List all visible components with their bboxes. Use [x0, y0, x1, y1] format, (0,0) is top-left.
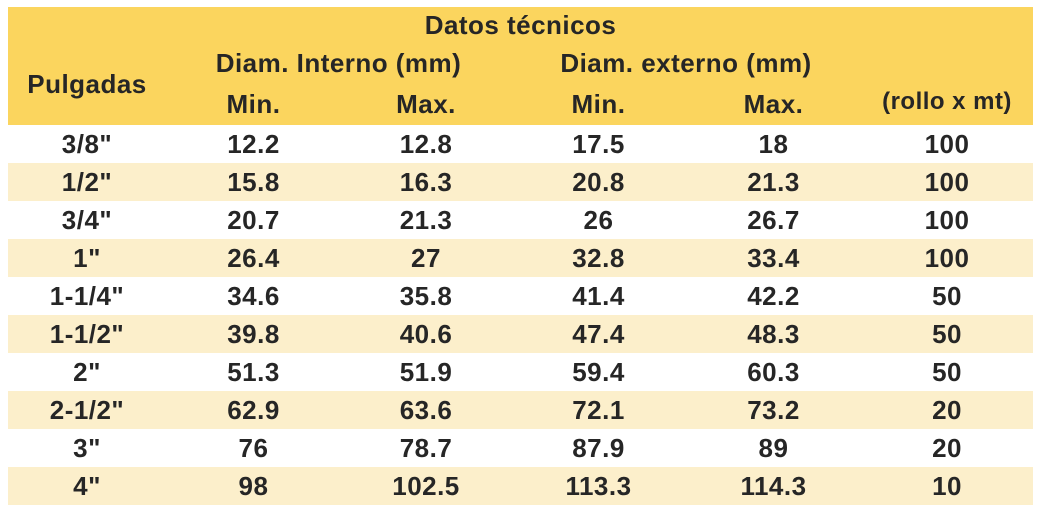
cell-externo-min: 87.9	[511, 429, 686, 467]
cell-interno-max: 27	[341, 239, 511, 277]
cell-rollo: 50	[861, 277, 1034, 315]
cell-rollo: 100	[861, 239, 1034, 277]
cell-pulgadas: 1"	[8, 239, 166, 277]
cell-pulgadas: 1/2"	[8, 163, 166, 201]
cell-interno-max: 12.8	[341, 125, 511, 163]
cell-interno-max: 51.9	[341, 353, 511, 391]
cell-externo-min: 26	[511, 201, 686, 239]
table-row: 1-1/2" 39.8 40.6 47.4 48.3 50	[8, 315, 1034, 353]
cell-pulgadas: 2"	[8, 353, 166, 391]
table-title: Datos técnicos	[8, 7, 1034, 43]
cell-externo-max: 60.3	[686, 353, 861, 391]
cell-rollo: 100	[861, 163, 1034, 201]
column-header-interno-max: Max.	[341, 83, 511, 125]
column-subheader-row: Min. Max. Min. Max.	[8, 83, 1033, 125]
cell-interno-max: 63.6	[341, 391, 511, 429]
cell-interno-min: 76	[166, 429, 341, 467]
table-header: Datos técnicos Pulgadas Diam. Interno (m…	[8, 7, 1034, 125]
cell-pulgadas: 3/4"	[8, 201, 166, 239]
column-header-interno-min: Min.	[166, 83, 341, 125]
column-group-diam-interno: Diam. Interno (mm)	[166, 43, 511, 83]
column-header-externo-max: Max.	[686, 83, 861, 125]
cell-rollo: 50	[861, 353, 1034, 391]
cell-externo-max: 33.4	[686, 239, 861, 277]
cell-externo-max: 73.2	[686, 391, 861, 429]
cell-interno-min: 34.6	[166, 277, 341, 315]
table-row: 1" 26.4 27 32.8 33.4 100	[8, 239, 1034, 277]
datos-tecnicos-table: Datos técnicos Pulgadas Diam. Interno (m…	[8, 7, 1034, 505]
table-row: 1-1/4" 34.6 35.8 41.4 42.2 50	[8, 277, 1034, 315]
column-group-diam-externo: Diam. externo (mm)	[511, 43, 861, 83]
cell-externo-max: 21.3	[686, 163, 861, 201]
cell-pulgadas: 1-1/2"	[8, 315, 166, 353]
cell-externo-min: 41.4	[511, 277, 686, 315]
cell-interno-max: 21.3	[341, 201, 511, 239]
cell-interno-min: 26.4	[166, 239, 341, 277]
cell-interno-max: 102.5	[341, 467, 511, 505]
cell-interno-min: 20.7	[166, 201, 341, 239]
cell-externo-min: 72.1	[511, 391, 686, 429]
cell-externo-max: 48.3	[686, 315, 861, 353]
cell-externo-max: 42.2	[686, 277, 861, 315]
cell-interno-max: 40.6	[341, 315, 511, 353]
cell-externo-min: 113.3	[511, 467, 686, 505]
cell-rollo: 100	[861, 125, 1034, 163]
column-group-row: Pulgadas Diam. Interno (mm) Diam. extern…	[8, 43, 1034, 125]
cell-externo-min: 32.8	[511, 239, 686, 277]
cell-interno-min: 39.8	[166, 315, 341, 353]
cell-rollo: 10	[861, 467, 1034, 505]
table-row: 3/4" 20.7 21.3 26 26.7 100	[8, 201, 1034, 239]
column-header-rollo-x-mt: (rollo x mt)	[861, 43, 1034, 125]
cell-pulgadas: 3"	[8, 429, 166, 467]
column-header-pulgadas: Pulgadas	[8, 43, 166, 125]
cell-interno-min: 51.3	[166, 353, 341, 391]
cell-externo-max: 26.7	[686, 201, 861, 239]
cell-externo-min: 47.4	[511, 315, 686, 353]
cell-interno-max: 78.7	[341, 429, 511, 467]
cell-externo-min: 20.8	[511, 163, 686, 201]
cell-rollo: 20	[861, 429, 1034, 467]
cell-pulgadas: 3/8"	[8, 125, 166, 163]
table-row: 3" 76 78.7 87.9 89 20	[8, 429, 1034, 467]
cell-rollo: 100	[861, 201, 1034, 239]
table-row: 1/2" 15.8 16.3 20.8 21.3 100	[8, 163, 1034, 201]
table-row: 2" 51.3 51.9 59.4 60.3 50	[8, 353, 1034, 391]
cell-externo-min: 17.5	[511, 125, 686, 163]
cell-rollo: 50	[861, 315, 1034, 353]
cell-rollo: 20	[861, 391, 1034, 429]
cell-pulgadas: 4"	[8, 467, 166, 505]
cell-interno-max: 16.3	[341, 163, 511, 201]
column-header-externo-min: Min.	[511, 83, 686, 125]
cell-interno-min: 98	[166, 467, 341, 505]
table-row: 2-1/2" 62.9 63.6 72.1 73.2 20	[8, 391, 1034, 429]
cell-externo-max: 89	[686, 429, 861, 467]
cell-interno-min: 15.8	[166, 163, 341, 201]
table-row: 4" 98 102.5 113.3 114.3 10	[8, 467, 1034, 505]
table-title-row: Datos técnicos	[8, 7, 1034, 43]
cell-externo-min: 59.4	[511, 353, 686, 391]
cell-interno-min: 62.9	[166, 391, 341, 429]
cell-interno-min: 12.2	[166, 125, 341, 163]
cell-pulgadas: 2-1/2"	[8, 391, 166, 429]
cell-externo-max: 18	[686, 125, 861, 163]
table-row: 3/8" 12.2 12.8 17.5 18 100	[8, 125, 1034, 163]
cell-pulgadas: 1-1/4"	[8, 277, 166, 315]
cell-externo-max: 114.3	[686, 467, 861, 505]
table-body: 3/8" 12.2 12.8 17.5 18 100 1/2" 15.8 16.…	[8, 125, 1034, 505]
cell-interno-max: 35.8	[341, 277, 511, 315]
